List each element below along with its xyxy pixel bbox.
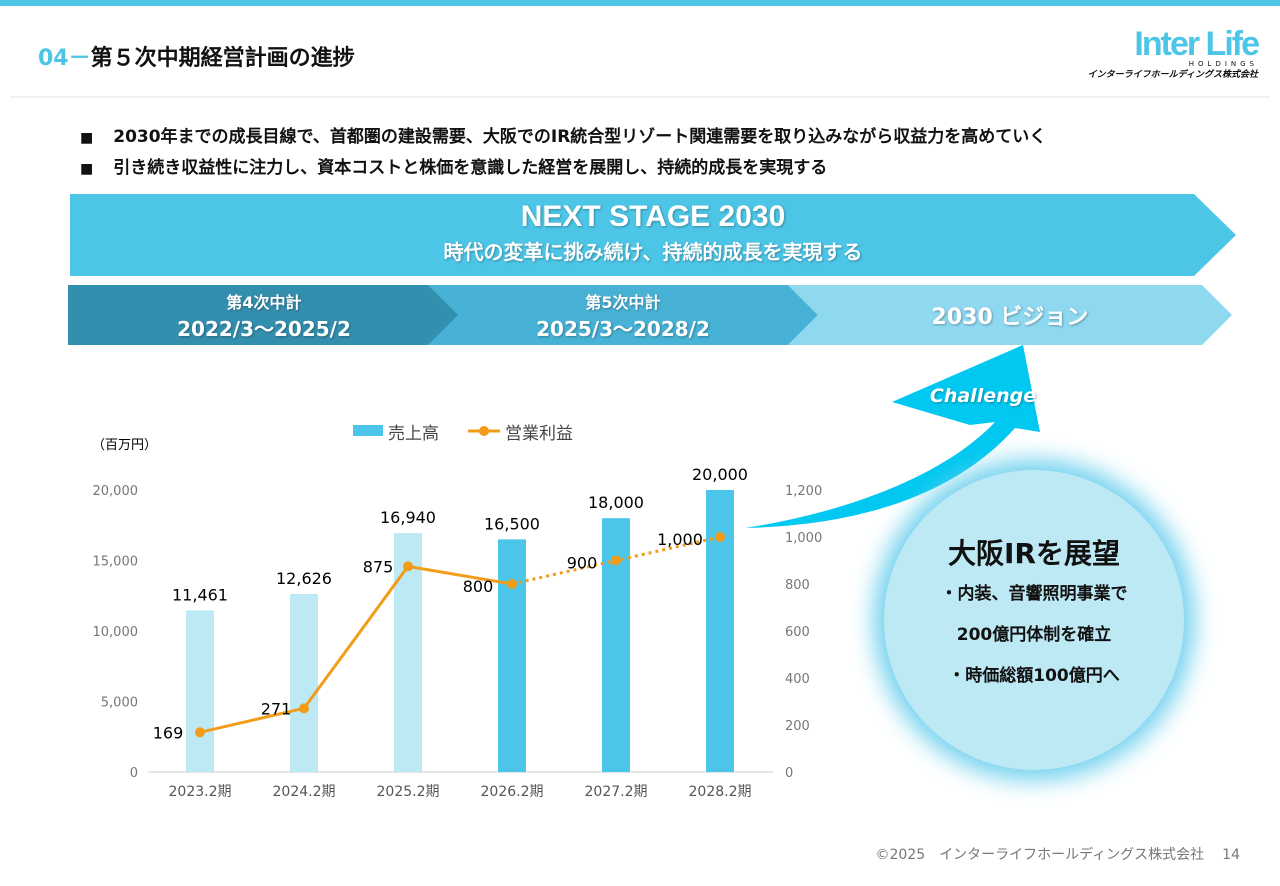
right-tick-label: 200 — [785, 719, 810, 734]
circle-line: 200億円体制を確立 — [956, 625, 1112, 645]
stage-2030-vision: 2030 ビジョン — [788, 285, 1232, 345]
legend-profit-marker — [479, 426, 489, 436]
profit-value-label: 1,000 — [657, 530, 703, 549]
bar-value-label: 11,461 — [172, 585, 228, 604]
bullet-item: 引き続き収益性に注力し、資本コストと株価を意識した経営を展開し、持続的成長を実現… — [80, 153, 1046, 184]
sales-bar — [706, 490, 734, 772]
banner-title: NEXT STAGE 2030 — [520, 200, 786, 233]
legend-profit-label: 営業利益 — [505, 424, 573, 444]
bullet-list: 2030年までの成長目線で、首都圏の建設需要、大阪でのIR統合型リゾート関連需要… — [80, 122, 1046, 184]
profit-point — [507, 579, 517, 589]
circle-title: 大阪IRを展望 — [948, 537, 1120, 570]
banner-subtitle: 時代の変革に挑み続け、持続的成長を実現する — [443, 240, 863, 264]
x-tick-label: 2024.2期 — [273, 784, 336, 800]
bar-value-label: 12,626 — [276, 569, 332, 588]
left-tick-label: 5,000 — [101, 696, 138, 711]
profit-value-label: 900 — [567, 554, 598, 573]
copyright: ©2025 インターライフホールディングス株式会社 — [875, 847, 1205, 863]
stage-title: 第5次中計 — [585, 292, 661, 312]
bar-value-label: 16,940 — [380, 508, 436, 527]
sales-bar — [290, 593, 318, 772]
legend-sales-label: 売上高 — [388, 424, 439, 444]
next-stage-banner: NEXT STAGE 2030 時代の変革に挑み続け、持続的成長を実現する — [70, 194, 1236, 276]
sales-bar — [498, 539, 526, 772]
logo-main: Inter Life — [1134, 25, 1260, 63]
title-dash: － — [68, 46, 91, 71]
right-tick-label: 0 — [785, 766, 793, 781]
company-logo: Inter Life HOLDINGS インターライフホールディングス株式会社 — [1087, 25, 1260, 81]
stage-dates: 2030 ビジョン — [931, 305, 1089, 330]
profit-point — [195, 727, 205, 738]
right-tick-label: 800 — [785, 578, 810, 593]
left-tick-label: 20,000 — [93, 484, 139, 499]
header-divider — [10, 96, 1270, 99]
bar-value-label: 16,500 — [484, 514, 540, 533]
legend-sales-swatch — [353, 425, 383, 436]
challenge-label: Challenge — [930, 385, 1036, 407]
profit-line-actual — [199, 564, 513, 734]
sales-bar — [394, 533, 422, 772]
x-tick-label: 2028.2期 — [689, 784, 752, 800]
bar-value-label: 18,000 — [588, 493, 644, 512]
unit-label: （百万円） — [92, 438, 157, 453]
title-text: 第５次中期経営計画の進捗 — [90, 46, 355, 71]
stage-title: 第4次中計 — [226, 292, 302, 312]
circle-line: ・内装、音響照明事業で — [940, 584, 1128, 604]
x-tick-label: 2026.2期 — [481, 784, 544, 800]
x-tick-label: 2025.2期 — [377, 784, 440, 800]
profit-value-label: 875 — [363, 557, 394, 576]
logo-sub: HOLDINGS — [1188, 60, 1258, 68]
circle-line: ・時価総額100億円へ — [948, 666, 1120, 686]
left-tick-label: 0 — [130, 766, 138, 781]
challenge-arrow-icon: Challenge — [745, 345, 1040, 528]
profit-point — [403, 561, 413, 572]
right-tick-label: 400 — [785, 672, 810, 687]
osaka-ir-circle: 大阪IRを展望 ・内装、音響照明事業で 200億円体制を確立 ・時価総額100億… — [884, 470, 1184, 770]
bullet-item: 2030年までの成長目線で、首都圏の建設需要、大阪でのIR統合型リゾート関連需要… — [80, 122, 1046, 153]
left-tick-label: 15,000 — [93, 555, 139, 570]
profit-point — [299, 703, 309, 714]
stage-dates: 2025/3～2028/2 — [536, 316, 710, 341]
right-tick-label: 600 — [785, 625, 810, 640]
profit-value-label: 800 — [463, 577, 494, 596]
footer: ©2025 インターライフホールディングス株式会社 14 — [876, 844, 1240, 864]
x-tick-label: 2023.2期 — [169, 784, 232, 800]
x-tick-label: 2027.2期 — [585, 784, 648, 800]
profit-line-forecast — [511, 535, 721, 586]
section-number: 04 — [38, 46, 69, 71]
stage-5th-plan: 第5次中計 2025/3～2028/2 — [428, 285, 818, 345]
logo-jp: インターライフホールディングス株式会社 — [1087, 70, 1258, 80]
page-number: 14 — [1222, 847, 1240, 863]
profit-value-label: 169 — [153, 723, 184, 742]
sales-bar — [602, 518, 630, 772]
stage-dates: 2022/3～2025/2 — [177, 316, 351, 341]
profit-value-label: 271 — [261, 699, 292, 718]
profit-point — [715, 532, 725, 542]
profit-point — [611, 555, 621, 566]
stage-4th-plan: 第4次中計 2022/3～2025/2 — [68, 285, 460, 345]
page-title: 04－第５次中期経営計画の進捗 — [38, 40, 355, 72]
sales-bar — [186, 610, 214, 772]
top-accent-bar — [0, 0, 1280, 6]
left-tick-label: 10,000 — [93, 625, 139, 640]
